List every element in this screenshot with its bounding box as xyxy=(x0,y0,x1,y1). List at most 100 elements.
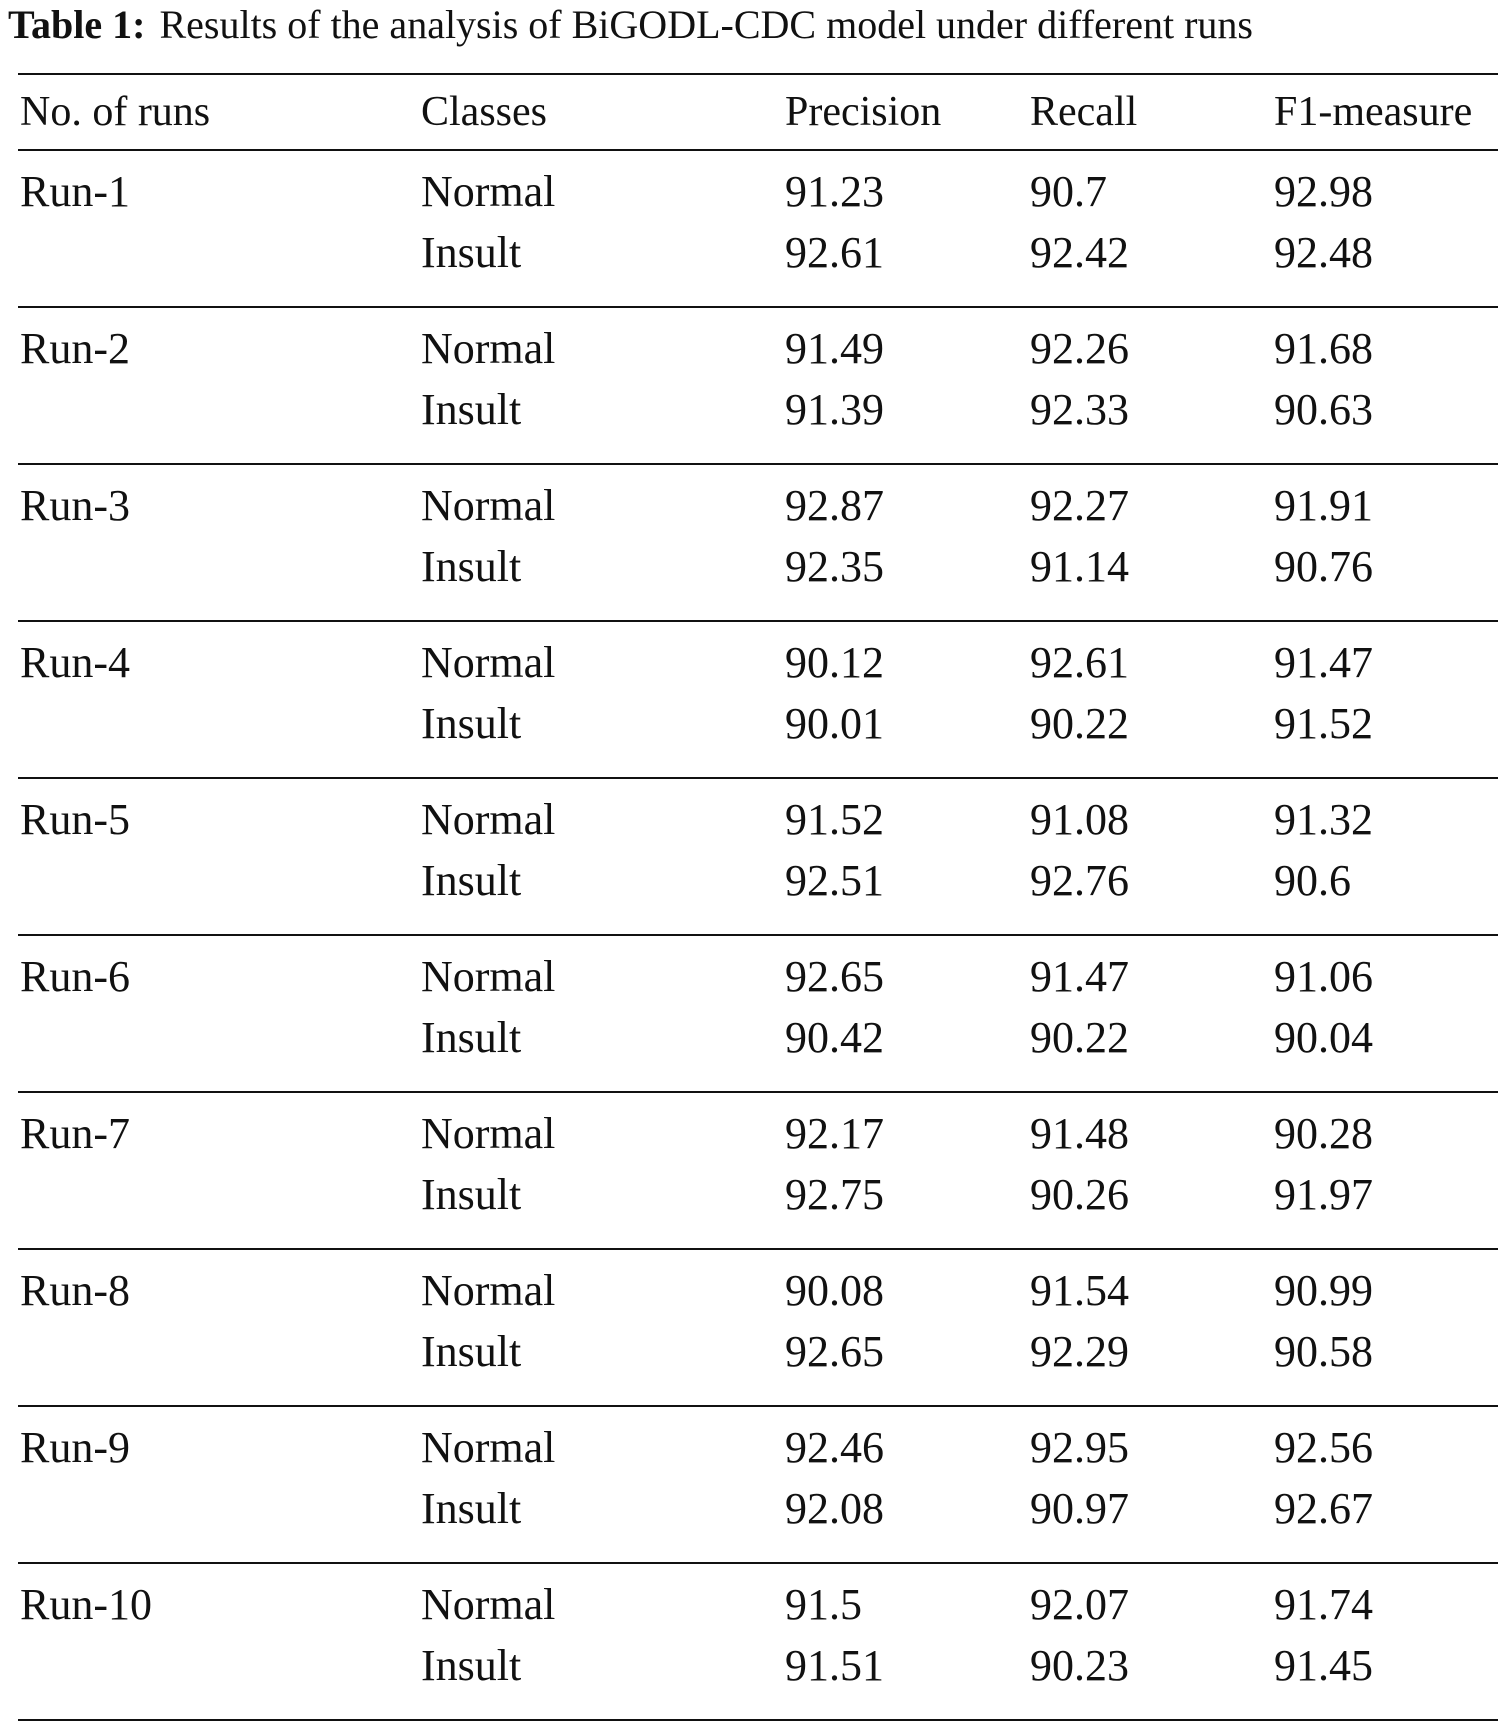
run-label: Run-8 xyxy=(20,1266,130,1315)
run-group: Run-3 Normal 92.87 92.27 91.91 Insult 92.35 91.… xyxy=(18,465,1498,622)
run-group: Run-5 Normal 91.52 91.08 91.32 Insult 92.51 92.… xyxy=(18,779,1498,936)
recall-cell: 90.7 xyxy=(1030,167,1107,216)
recall-cell: 92.07 xyxy=(1030,1580,1129,1629)
class-cell: Insult xyxy=(421,1641,522,1690)
run-group: Run-4 Normal 90.12 92.61 91.47 Insult 90.01 90.… xyxy=(18,622,1498,779)
precision-cell: 91.23 xyxy=(785,167,884,216)
recall-cell: 92.76 xyxy=(1030,856,1129,905)
f1-measure-cell: 90.6 xyxy=(1274,856,1351,905)
recall-cell: 91.14 xyxy=(1030,542,1129,591)
table-body: Run-1 Normal 91.23 90.7 92.98 Insult 92.61 92.4… xyxy=(18,151,1498,1721)
recall-cell: 92.42 xyxy=(1030,228,1129,277)
f1-measure-cell: 90.28 xyxy=(1274,1109,1373,1158)
f1-measure-cell: 91.91 xyxy=(1274,481,1373,530)
table-caption-text: Results of the analysis of BiGODL-CDC mo… xyxy=(159,2,1253,47)
precision-cell: 92.46 xyxy=(785,1423,884,1472)
recall-cell: 92.95 xyxy=(1030,1423,1129,1472)
precision-cell: 92.35 xyxy=(785,542,884,591)
recall-cell: 90.23 xyxy=(1030,1641,1129,1690)
class-cell: Insult xyxy=(421,228,522,277)
recall-cell: 90.22 xyxy=(1030,1013,1129,1062)
results-table: No. of runs Classes Precision Recall F1-… xyxy=(18,73,1498,1721)
header-precision: Precision xyxy=(785,89,942,135)
precision-cell: 92.87 xyxy=(785,481,884,530)
run-label: Run-1 xyxy=(20,167,130,216)
f1-measure-cell: 91.45 xyxy=(1274,1641,1373,1690)
precision-cell: 92.51 xyxy=(785,856,884,905)
f1-measure-cell: 90.76 xyxy=(1274,542,1373,591)
f1-measure-cell: 90.63 xyxy=(1274,385,1373,434)
f1-measure-cell: 92.56 xyxy=(1274,1423,1373,1472)
run-group: Run-1 Normal 91.23 90.7 92.98 Insult 92.61 92.4… xyxy=(18,151,1498,308)
class-cell: Normal xyxy=(421,1109,556,1158)
run-label: Run-7 xyxy=(20,1109,130,1158)
precision-cell: 92.17 xyxy=(785,1109,884,1158)
f1-measure-cell: 90.99 xyxy=(1274,1266,1373,1315)
class-cell: Normal xyxy=(421,795,556,844)
class-cell: Normal xyxy=(421,1266,556,1315)
f1-measure-cell: 91.52 xyxy=(1274,699,1373,748)
table-header: No. of runs Classes Precision Recall F1-… xyxy=(18,75,1498,151)
precision-cell: 90.08 xyxy=(785,1266,884,1315)
recall-cell: 92.61 xyxy=(1030,638,1129,687)
f1-measure-cell: 92.98 xyxy=(1274,167,1373,216)
precision-cell: 90.12 xyxy=(785,638,884,687)
table-caption: Table 1: Results of the analysis of BiGOD… xyxy=(8,0,1253,50)
precision-cell: 92.65 xyxy=(785,1327,884,1376)
run-group: Run-7 Normal 92.17 91.48 90.28 Insult 92.75 90.… xyxy=(18,1093,1498,1250)
run-label: Run-2 xyxy=(20,324,130,373)
f1-measure-cell: 90.04 xyxy=(1274,1013,1373,1062)
class-cell: Normal xyxy=(421,481,556,530)
precision-cell: 92.75 xyxy=(785,1170,884,1219)
f1-measure-cell: 91.06 xyxy=(1274,952,1373,1001)
recall-cell: 91.08 xyxy=(1030,795,1129,844)
recall-cell: 91.48 xyxy=(1030,1109,1129,1158)
recall-cell: 90.26 xyxy=(1030,1170,1129,1219)
f1-measure-cell: 91.32 xyxy=(1274,795,1373,844)
class-cell: Insult xyxy=(421,1170,522,1219)
f1-measure-cell: 92.48 xyxy=(1274,228,1373,277)
class-cell: Insult xyxy=(421,699,522,748)
f1-measure-cell: 92.67 xyxy=(1274,1484,1373,1533)
recall-cell: 91.54 xyxy=(1030,1266,1129,1315)
class-cell: Normal xyxy=(421,167,556,216)
header-f1-measure: F1-measure xyxy=(1274,89,1473,135)
run-group: Run-2 Normal 91.49 92.26 91.68 Insult 91.39 92.… xyxy=(18,308,1498,465)
recall-cell: 91.47 xyxy=(1030,952,1129,1001)
class-cell: Insult xyxy=(421,1484,522,1533)
recall-cell: 92.26 xyxy=(1030,324,1129,373)
f1-measure-cell: 91.97 xyxy=(1274,1170,1373,1219)
recall-cell: 90.97 xyxy=(1030,1484,1129,1533)
class-cell: Insult xyxy=(421,1327,522,1376)
class-cell: Insult xyxy=(421,1013,522,1062)
precision-cell: 91.49 xyxy=(785,324,884,373)
recall-cell: 92.33 xyxy=(1030,385,1129,434)
table-caption-label: Table 1: xyxy=(8,2,146,47)
run-group: Run-8 Normal 90.08 91.54 90.99 Insult 92.65 92.… xyxy=(18,1250,1498,1407)
run-label: Run-10 xyxy=(20,1580,152,1629)
class-cell: Normal xyxy=(421,324,556,373)
class-cell: Normal xyxy=(421,638,556,687)
f1-measure-cell: 91.47 xyxy=(1274,638,1373,687)
precision-cell: 91.5 xyxy=(785,1580,862,1629)
run-label: Run-5 xyxy=(20,795,130,844)
precision-cell: 92.61 xyxy=(785,228,884,277)
precision-cell: 92.65 xyxy=(785,952,884,1001)
run-group: Run-6 Normal 92.65 91.47 91.06 Insult 90.42 90.… xyxy=(18,936,1498,1093)
run-group: Run-9 Normal 92.46 92.95 92.56 Insult 92.08 90.… xyxy=(18,1407,1498,1564)
class-cell: Insult xyxy=(421,542,522,591)
class-cell: Normal xyxy=(421,952,556,1001)
recall-cell: 92.27 xyxy=(1030,481,1129,530)
run-label: Run-6 xyxy=(20,952,130,1001)
class-cell: Normal xyxy=(421,1580,556,1629)
run-label: Run-3 xyxy=(20,481,130,530)
recall-cell: 92.29 xyxy=(1030,1327,1129,1376)
precision-cell: 90.42 xyxy=(785,1013,884,1062)
class-cell: Normal xyxy=(421,1423,556,1472)
header-classes: Classes xyxy=(421,89,547,135)
class-cell: Insult xyxy=(421,856,522,905)
f1-measure-cell: 91.68 xyxy=(1274,324,1373,373)
run-group: Run-10 Normal 91.5 92.07 91.74 Insult 91.51 90.… xyxy=(18,1564,1498,1721)
precision-cell: 91.51 xyxy=(785,1641,884,1690)
